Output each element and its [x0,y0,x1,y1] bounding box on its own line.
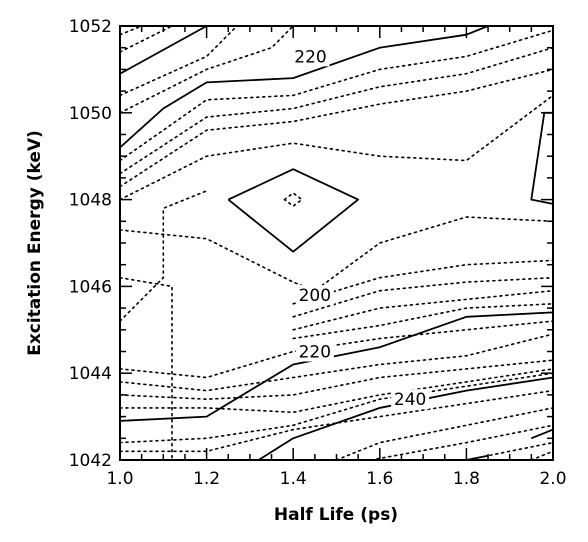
contour-line-24 [119,320,554,379]
contour-lines [119,25,554,461]
contour-labels: 220 200 220 240 [291,46,430,410]
contour-line-0 [119,25,208,75]
y-axis-label: Excitation Energy (keV) [25,130,45,356]
contour-line-2 [227,168,360,253]
contour-line-32 [465,441,554,461]
contour-label: 220 [299,343,331,363]
contour-line-8 [530,428,554,440]
contour-label: 240 [394,390,426,410]
x-tick-label: 1.0 [106,469,133,489]
axis-ticks [119,25,554,461]
contour-line-21 [292,276,554,318]
y-tick-label: 1044 [69,364,112,384]
x-tick-label: 1.2 [193,469,220,489]
contour-line-22 [292,289,554,331]
contour-line-17 [119,190,208,322]
contour-line-16 [119,94,554,201]
x-tick-label: 2.0 [539,469,566,489]
contour-line-15 [119,68,554,188]
contour-label-bg [295,341,334,362]
contour-line-33 [530,450,554,461]
contour-line-6 [258,376,554,461]
contour-line-29 [119,389,554,453]
x-tick-labels: 1.0 1.2 1.4 1.6 1.8 2.0 [106,469,566,489]
contour-line-14 [119,46,554,175]
contour-line-5 [119,311,554,422]
contour-line-9 [119,25,173,53]
y-tick-labels: 1042 1044 1046 1048 1050 1052 [69,17,112,471]
y-tick-label: 1042 [69,451,112,471]
plot-frame [119,25,554,461]
contour-line-23 [292,302,554,340]
x-tick-label: 1.4 [280,469,307,489]
contour-label-bg [291,46,330,67]
contour-line-28 [119,372,554,444]
contour-line-31 [370,424,554,461]
contour-line-11 [119,25,238,97]
contour-line-19 [119,276,173,461]
contour-label: 200 [299,286,331,306]
y-tick-label: 1052 [69,17,112,37]
y-tick-label: 1048 [69,191,112,211]
contour-line-25 [119,333,554,392]
contour-line-13 [119,29,554,162]
contour-label: 220 [294,47,326,67]
x-axis-label: Half Life (ps) [274,505,398,525]
contour-line-12 [119,25,295,114]
x-tick-label: 1.8 [453,469,480,489]
x-tick-label: 1.6 [366,469,393,489]
contour-label-bg [391,389,430,410]
contour-line-26 [119,359,554,401]
y-tick-label: 1050 [69,104,112,124]
contour-line-30 [335,407,554,461]
contour-line-4 [530,111,554,205]
contour-line-18 [119,216,554,292]
contour-line-3 [283,192,303,207]
contour-line-10 [119,25,143,36]
contour-label-bg [295,285,334,306]
y-tick-label: 1046 [69,277,112,297]
contour-line-20 [292,259,554,305]
contour-line-27 [119,368,554,414]
